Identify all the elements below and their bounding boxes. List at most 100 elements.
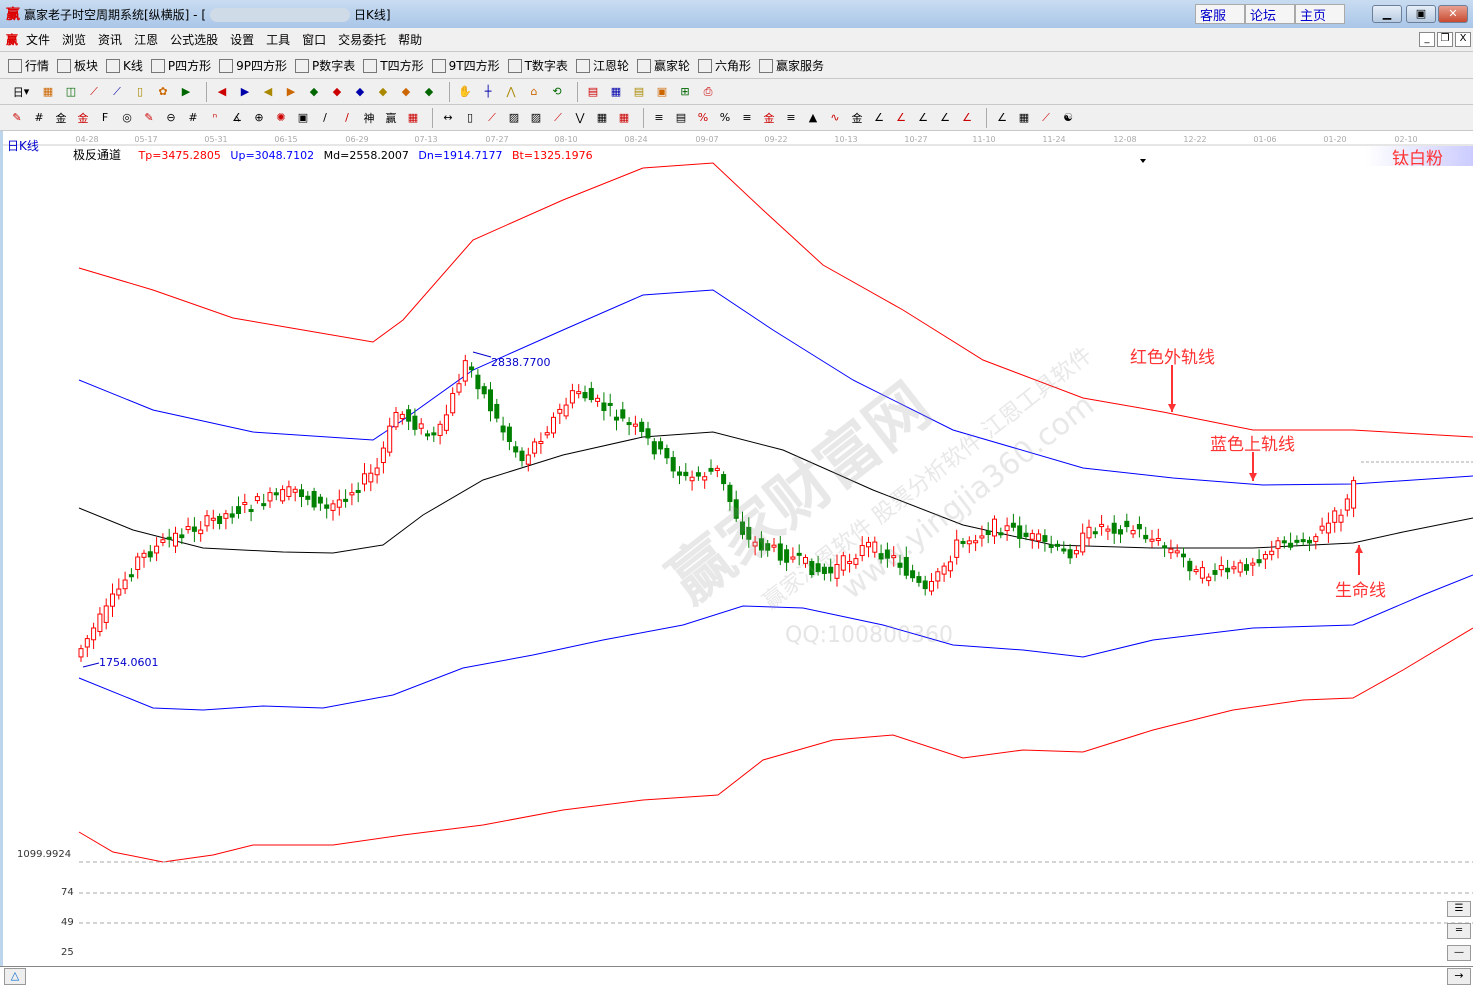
toolbar-winner-wheel[interactable]: 赢家轮 bbox=[636, 57, 690, 74]
maximize-button[interactable]: ▣ bbox=[1406, 5, 1436, 23]
menu-help[interactable]: 帮助 bbox=[398, 33, 423, 47]
scroll-right-button[interactable]: → bbox=[1447, 968, 1471, 985]
wave3-icon[interactable]: ⟋ bbox=[90, 84, 98, 98]
doc-icon[interactable]: ◫ bbox=[65, 85, 77, 98]
diamond-star-icon[interactable]: ◆ bbox=[401, 85, 411, 98]
notes-icon[interactable]: ▤ bbox=[633, 85, 645, 98]
layout-icon[interactable]: ∠ bbox=[997, 111, 1007, 124]
toolbar-t9[interactable]: 9T四方形 bbox=[431, 57, 500, 74]
printer-icon[interactable]: ⎙ bbox=[703, 84, 713, 98]
mdi-minimize-button[interactable]: _ bbox=[1419, 32, 1435, 47]
close-button[interactable]: ✕ bbox=[1438, 5, 1468, 23]
angle-icon[interactable]: ∡ bbox=[232, 111, 242, 124]
n2-icon[interactable]: ⁿ bbox=[212, 111, 218, 124]
last-icon[interactable]: ▶ bbox=[240, 85, 250, 98]
gold-circle-icon[interactable]: ≡ bbox=[742, 111, 752, 124]
grid-box-icon[interactable]: ▦ bbox=[596, 111, 608, 124]
calculator-icon[interactable]: ▦ bbox=[610, 85, 622, 98]
square-target-icon[interactable]: ▣ bbox=[297, 111, 309, 124]
percent-icon[interactable]: % bbox=[697, 111, 709, 124]
next-icon[interactable]: ▶ bbox=[286, 85, 296, 98]
measure-icon[interactable]: ▦ bbox=[407, 111, 419, 124]
spiral-icon[interactable]: ◎ bbox=[122, 111, 132, 124]
zoom-out-button[interactable]: — bbox=[1447, 945, 1471, 961]
wave9-icon[interactable]: ⟋ bbox=[113, 84, 121, 98]
mdi-close-button[interactable]: X bbox=[1455, 32, 1471, 47]
toolbar-hexagon[interactable]: 六角形 bbox=[697, 57, 751, 74]
hand-icon[interactable]: ✋ bbox=[458, 85, 472, 98]
cycle-icon[interactable]: ⟲ bbox=[552, 85, 562, 98]
toolbar-tn[interactable]: T数字表 bbox=[507, 57, 568, 74]
gold-fan2-icon[interactable]: ∠ bbox=[896, 111, 906, 124]
toolbar-ts[interactable]: T四方形 bbox=[363, 57, 424, 74]
marker-icon[interactable]: ✎ bbox=[144, 111, 154, 124]
ying-fan-icon[interactable]: ∠ bbox=[940, 111, 950, 124]
ying-icon[interactable]: 神 bbox=[363, 111, 375, 125]
diamond-h-icon[interactable]: ◆ bbox=[355, 85, 365, 98]
hash-icon[interactable]: # bbox=[34, 111, 44, 124]
toolbar-ps[interactable]: P四方形 bbox=[150, 57, 211, 74]
diamond-x-icon[interactable]: ◆ bbox=[378, 85, 388, 98]
percent-fan-icon[interactable]: ▤ bbox=[675, 111, 687, 124]
ruler-icon[interactable]: ≡ bbox=[654, 111, 664, 124]
diamond-left-icon[interactable]: ◆ bbox=[309, 85, 319, 98]
save-icon[interactable]: ▣ bbox=[656, 85, 668, 98]
chart-line-icon[interactable]: ▦ bbox=[1018, 111, 1030, 124]
toolbar-p9[interactable]: 9P四方形 bbox=[219, 57, 287, 74]
candle-icon[interactable]: ▯ bbox=[136, 85, 144, 98]
line-tool-icon[interactable]: ⋀ bbox=[506, 85, 516, 98]
box-icon[interactable]: ↔ bbox=[443, 111, 453, 124]
menu-news[interactable]: 资讯 bbox=[98, 33, 123, 47]
grid-icon[interactable]: ▦ bbox=[42, 85, 54, 98]
sine-icon[interactable]: ▲ bbox=[808, 111, 818, 124]
fib-icon[interactable]: F bbox=[101, 111, 109, 124]
angle2-icon[interactable]: ▨ bbox=[530, 111, 542, 124]
prev-icon[interactable]: ◀ bbox=[263, 85, 273, 98]
toolbar-gann-wheel[interactable]: 江恩轮 bbox=[575, 57, 629, 74]
percent-lines-icon[interactable]: % bbox=[719, 111, 731, 124]
yin-yang-icon[interactable]: ⟋ bbox=[1042, 110, 1050, 124]
period-dropdown[interactable]: 日 ▾ bbox=[12, 85, 30, 99]
menu-window[interactable]: 窗口 bbox=[302, 33, 327, 47]
grid4-icon[interactable]: # bbox=[188, 111, 198, 124]
forum-button[interactable]: 论坛 bbox=[1245, 4, 1295, 24]
parallel-icon[interactable]: / bbox=[323, 111, 327, 124]
target-icon[interactable]: ⊕ bbox=[254, 111, 264, 124]
menu-file[interactable]: 文件 bbox=[26, 33, 51, 47]
homepage-button[interactable]: 主页 bbox=[1295, 4, 1345, 24]
menu-gann[interactable]: 江恩 bbox=[134, 33, 159, 47]
kline-chart[interactable]: 04-28 05-17 05-31 06-15 06-29 07-13 07-27 08-10… bbox=[0, 131, 1473, 966]
crosshair-icon[interactable]: ┼ bbox=[484, 85, 492, 98]
fan-box-icon[interactable]: ⟋ bbox=[488, 110, 496, 124]
menu-trade[interactable]: 交易委托 bbox=[338, 33, 387, 47]
menu-settings[interactable]: 设置 bbox=[230, 33, 255, 47]
mdi-restore-button[interactable]: ❐ bbox=[1437, 32, 1453, 47]
infinity-icon[interactable]: ☯ bbox=[1063, 111, 1073, 124]
expand-panel-button[interactable]: △ bbox=[4, 968, 26, 985]
toolbar-dollar[interactable]: 赢家服务 bbox=[758, 57, 824, 74]
menu-formula[interactable]: 公式选股 bbox=[170, 33, 219, 47]
four-fan-icon[interactable]: ∠ bbox=[962, 111, 972, 124]
j-fan-icon[interactable]: 金 bbox=[851, 111, 863, 125]
pen-icon[interactable]: ✎ bbox=[12, 111, 22, 124]
menu-tools[interactable]: 工具 bbox=[266, 33, 291, 47]
customer-service-button[interactable]: 客服 bbox=[1195, 4, 1245, 24]
toolbar-sector[interactable]: 板块 bbox=[57, 57, 98, 74]
pattern-icon[interactable]: ✿ bbox=[158, 85, 168, 98]
gold-fan-icon[interactable]: ∿ bbox=[830, 111, 840, 124]
speed-icon[interactable]: ≡ bbox=[786, 111, 796, 124]
zoom-mid-button[interactable]: ═ bbox=[1447, 923, 1471, 939]
comb-icon[interactable]: 赢 bbox=[385, 111, 397, 125]
minimize-button[interactable]: ▁ bbox=[1372, 5, 1402, 23]
shen-fan-icon[interactable]: ∠ bbox=[918, 111, 928, 124]
f-fan-icon[interactable]: ∠ bbox=[874, 111, 884, 124]
toolbar-pn[interactable]: P数字表 bbox=[295, 57, 355, 74]
zoom-in-button[interactable]: ☰ bbox=[1447, 901, 1471, 917]
network-icon[interactable]: ⊞ bbox=[680, 85, 690, 98]
grid-red-icon[interactable]: ⋁ bbox=[575, 111, 585, 124]
toolbar-kline[interactable]: K线 bbox=[106, 57, 143, 74]
star-icon[interactable]: ✺ bbox=[276, 111, 286, 124]
shen-icon[interactable]: / bbox=[345, 111, 349, 124]
diamond-right-icon[interactable]: ◆ bbox=[332, 85, 342, 98]
gold2-icon[interactable]: 金 bbox=[77, 111, 89, 125]
